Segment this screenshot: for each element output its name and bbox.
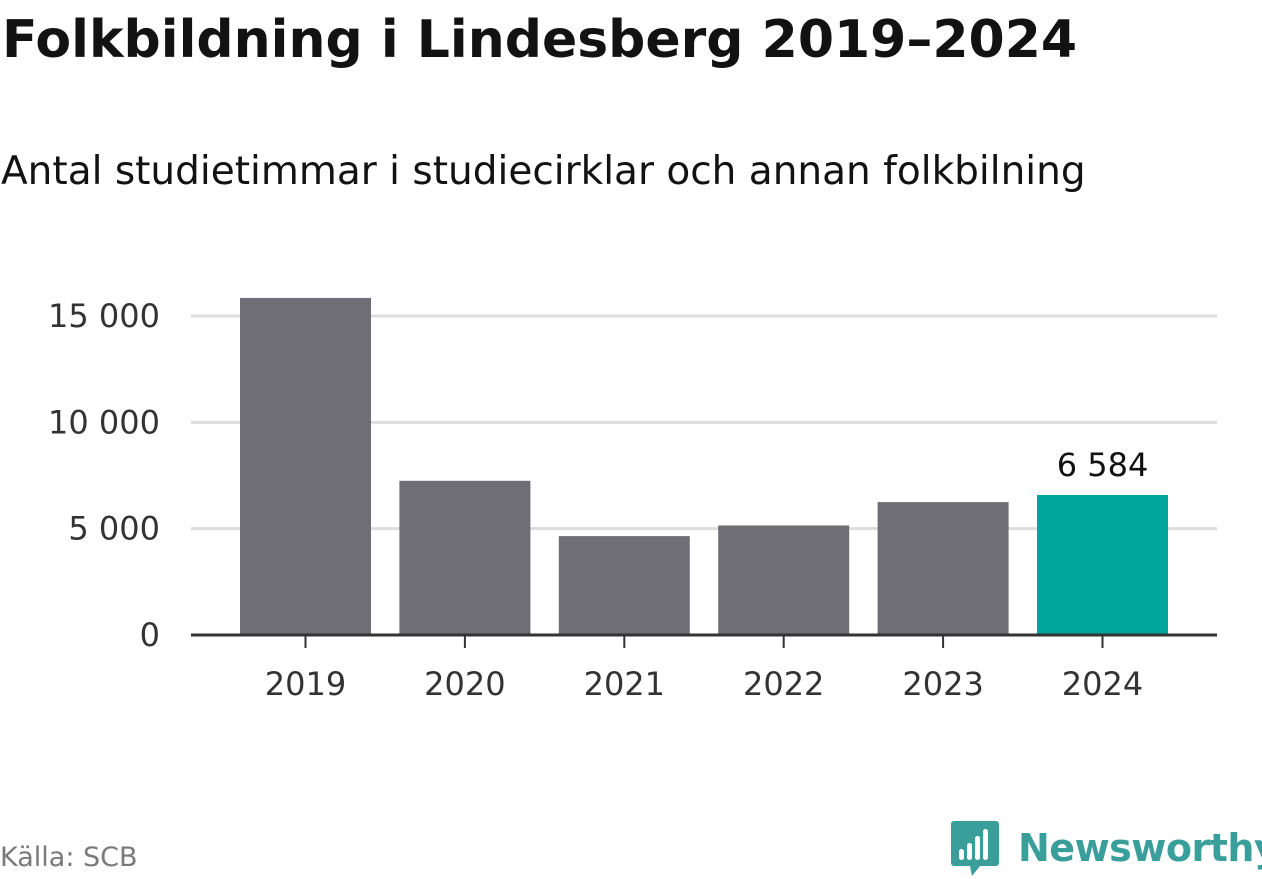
bar-2021 bbox=[558, 536, 690, 635]
x-tick-label: 2021 bbox=[584, 665, 665, 703]
y-tick-label: 0 bbox=[140, 616, 160, 654]
chart-subtitle: Antal studietimmar i studiecirklar och a… bbox=[1, 149, 1086, 194]
newsworthy-logo-icon bbox=[951, 821, 999, 876]
x-tick-label: 2020 bbox=[424, 665, 505, 703]
bars bbox=[240, 297, 1168, 635]
bar-2022 bbox=[718, 525, 850, 635]
chart-title: Folkbildning i Lindesberg 2019–2024 bbox=[2, 10, 1078, 70]
brand-name: Newsworthy bbox=[1018, 826, 1262, 870]
data-label: 6 584 bbox=[1057, 446, 1149, 484]
bar-chart: 0 5 000 10 000 15 000 2019 2020 2021 2022 2023 20… bbox=[48, 297, 1217, 703]
bar-2019 bbox=[240, 297, 371, 635]
bar-2024 bbox=[1037, 494, 1168, 635]
x-tick-label: 2023 bbox=[902, 665, 983, 703]
x-tick-label: 2019 bbox=[265, 665, 346, 703]
y-tick-label: 5 000 bbox=[68, 510, 160, 548]
bar-2023 bbox=[877, 502, 1009, 635]
brand-logo: Newsworthy bbox=[950, 818, 1262, 878]
y-tick-label: 10 000 bbox=[48, 403, 160, 441]
y-tick-label: 15 000 bbox=[48, 297, 160, 335]
labels: 0 5 000 10 000 15 000 2019 2020 2021 2022 2023 20… bbox=[48, 297, 1148, 703]
x-axis bbox=[191, 633, 1217, 648]
x-tick-label: 2022 bbox=[743, 665, 824, 703]
source-note: Källa: SCB bbox=[0, 842, 138, 873]
x-tick-label: 2024 bbox=[1062, 665, 1143, 703]
bar-2020 bbox=[399, 480, 531, 635]
